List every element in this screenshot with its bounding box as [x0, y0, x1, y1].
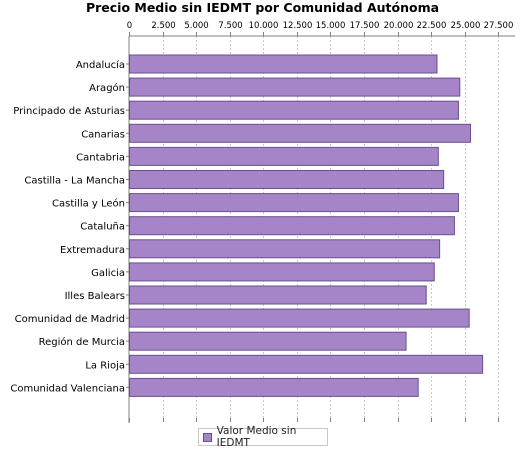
category-label: Andalucía — [76, 59, 125, 71]
x-tick-label: 15.000 — [316, 21, 346, 31]
category-label: Canarias — [81, 129, 125, 140]
bar — [129, 285, 427, 305]
bar — [129, 308, 470, 328]
x-tick-label: 7.500 — [218, 21, 242, 31]
bar — [129, 146, 439, 166]
category-label: Cantabria — [76, 152, 125, 163]
bar — [129, 331, 407, 351]
x-tick-label: 25.000 — [451, 21, 481, 31]
legend-label: Valor Medio sin IEDMT — [216, 425, 297, 449]
x-tick-label: 2.500 — [151, 21, 175, 31]
chart-title: Precio Medio sin IEDMT por Comunidad Aut… — [85, 0, 440, 15]
category-label: Aragón — [89, 82, 125, 94]
bar — [129, 377, 419, 397]
bar — [129, 77, 461, 97]
bar — [129, 239, 441, 259]
legend: Valor Medio sin IEDMT — [198, 425, 328, 449]
bar — [129, 54, 438, 74]
category-label: Extremadura — [60, 245, 125, 256]
category-label: Illes Balears — [65, 291, 125, 302]
x-tick-label: 5.000 — [184, 21, 208, 31]
x-tick-label: 12.500 — [283, 21, 313, 31]
bar — [129, 170, 445, 189]
x-tick-label: 22.500 — [417, 21, 447, 31]
category-label: Castilla y León — [52, 198, 125, 210]
x-tick-label: 0 — [127, 21, 132, 31]
bar — [129, 100, 459, 120]
bars — [129, 54, 484, 397]
category-label: La Rioja — [85, 360, 125, 371]
category-label: Comunidad Valenciana — [10, 383, 125, 394]
bar — [129, 193, 459, 213]
x-tick-label: 10.000 — [249, 21, 279, 31]
x-tick-label: 20.000 — [384, 21, 414, 31]
x-axis: 0 2.500 5.000 7.500 10.000 12.500 15.000 17.500… — [127, 21, 515, 423]
category-label: Cataluña — [80, 222, 125, 233]
bar — [129, 216, 455, 236]
bar — [129, 123, 472, 143]
x-tick-label: 27.500 — [484, 21, 514, 31]
category-label: Comunidad de Madrid — [15, 314, 125, 325]
category-label: Principado de Asturias — [13, 106, 125, 117]
bar — [129, 262, 435, 282]
category-label: Castilla - La Mancha — [24, 176, 125, 187]
x-tick-label: 17.500 — [350, 21, 380, 31]
category-labels: Andalucía Aragón Principado de Asturias Can… — [10, 59, 129, 394]
bar — [129, 354, 484, 374]
category-label: Galicia — [91, 268, 125, 279]
legend-swatch — [203, 432, 212, 442]
category-label: Región de Murcia — [39, 336, 125, 348]
